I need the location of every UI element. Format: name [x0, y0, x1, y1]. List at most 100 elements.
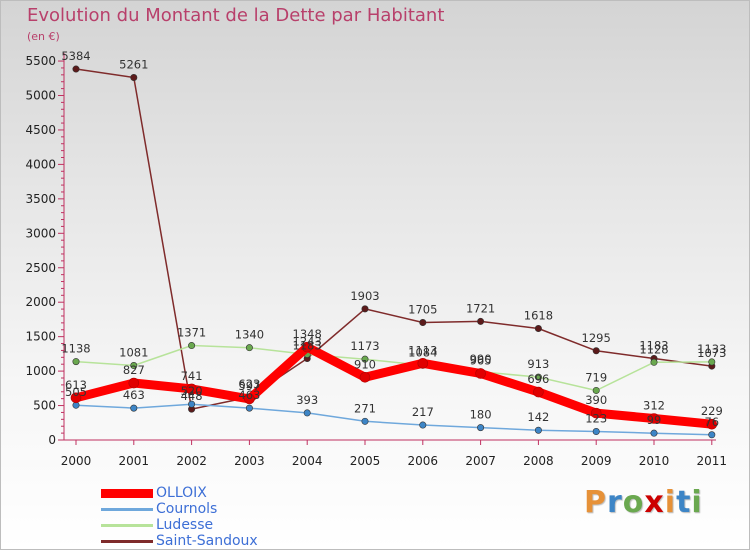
data-point-olloix: [590, 407, 602, 419]
data-point-cournols: [477, 424, 485, 432]
data-point-cournols: [650, 429, 658, 437]
data-point-olloix: [648, 413, 660, 424]
data-label-cournols: 76: [704, 415, 719, 429]
series-line-saint-sandoux: [75, 68, 713, 410]
x-tick-label: 2004: [292, 454, 323, 468]
data-label-saint-sandoux: 1903: [350, 289, 379, 303]
data-label-olloix: 597: [238, 379, 260, 393]
logo-letter: o: [622, 485, 645, 520]
series-line-ludesse: [75, 344, 713, 392]
x-tick-label: 2003: [234, 454, 265, 468]
logo-letter: i: [691, 485, 703, 520]
data-label-cournols: 142: [527, 410, 549, 424]
data-label-saint-sandoux: 1721: [466, 301, 495, 315]
data-point-cournols: [130, 404, 138, 412]
chart-legend: OLLOIX Cournols Ludesse Saint-Sandoux: [101, 485, 341, 549]
data-point-olloix: [301, 341, 313, 353]
series-line-olloix: [71, 342, 717, 429]
data-label-ludesse: 719: [585, 370, 607, 384]
data-point-saint-sandoux: [477, 317, 485, 325]
data-label-cournols: 463: [123, 388, 145, 402]
data-label-saint-sandoux: 1183: [639, 338, 668, 352]
data-point-saint-sandoux: [72, 65, 80, 73]
x-tick-label: 2005: [350, 454, 381, 468]
y-tick-label: 2500: [25, 261, 56, 275]
data-point-cournols: [592, 428, 600, 436]
data-point-ludesse: [130, 362, 138, 370]
data-point-saint-sandoux: [361, 305, 369, 313]
y-tick-label: 1000: [25, 364, 56, 378]
chart-title: Evolution du Montant de la Dette par Hab…: [27, 5, 445, 26]
data-point-ludesse: [592, 386, 600, 394]
data-label-ludesse: 913: [527, 357, 549, 371]
data-point-saint-sandoux: [592, 347, 600, 355]
data-point-olloix: [186, 383, 197, 395]
data-label-cournols: 463: [238, 388, 260, 402]
data-label-olloix: 312: [643, 399, 665, 413]
legend-item-olloix: OLLOIX: [101, 485, 341, 501]
legend-label: Cournols: [156, 501, 218, 517]
y-tick-label: 1500: [25, 330, 56, 344]
y-tick-label: 3000: [25, 226, 56, 240]
legend-item-saint-sandoux: Saint-Sandoux: [101, 533, 341, 549]
data-label-ludesse: 1173: [350, 339, 379, 353]
y-tick-label: 5500: [25, 54, 56, 68]
data-label-ludesse: 1371: [177, 326, 206, 340]
data-point-cournols: [419, 421, 427, 429]
data-point-cournols: [188, 400, 196, 408]
legend-swatch: [101, 524, 153, 527]
data-point-cournols: [303, 409, 311, 417]
data-label-cournols: 99: [647, 413, 662, 427]
data-label-olloix: 696: [527, 372, 549, 386]
data-point-ludesse: [708, 358, 716, 366]
data-point-olloix: [475, 368, 486, 379]
data-label-saint-sandoux: 1183: [293, 338, 322, 352]
data-point-ludesse: [650, 358, 658, 366]
y-tick-label: 5000: [25, 89, 56, 103]
data-point-cournols: [708, 431, 716, 439]
y-tick-label: 2000: [25, 295, 56, 309]
data-point-saint-sandoux: [534, 325, 542, 333]
data-label-olloix: 613: [65, 378, 87, 392]
data-label-saint-sandoux: 1705: [408, 303, 437, 317]
legend-swatch: [101, 508, 153, 511]
legend-label: Ludesse: [156, 517, 214, 533]
data-label-saint-sandoux: 1618: [524, 309, 553, 323]
logo-letter: P: [584, 485, 607, 520]
x-tick-label: 2011: [697, 454, 728, 468]
data-point-olloix: [359, 372, 371, 383]
data-point-olloix: [417, 358, 429, 369]
data-label-cournols: 271: [354, 401, 376, 415]
data-label-olloix: 741: [181, 369, 203, 383]
logo-letter: x: [644, 485, 665, 520]
legend-swatch: [101, 489, 153, 498]
y-tick-label: 500: [33, 399, 56, 413]
legend-item-ludesse: Ludesse: [101, 517, 341, 533]
data-label-saint-sandoux: 623: [238, 377, 260, 391]
x-tick-label: 2007: [465, 454, 496, 468]
data-label-saint-sandoux: 448: [181, 389, 203, 403]
logo-letter: r: [607, 485, 623, 520]
series-line-cournols: [75, 403, 713, 436]
data-label-ludesse: 1243: [293, 334, 322, 348]
data-point-cournols: [534, 426, 542, 434]
y-tick-label: 4000: [25, 157, 56, 171]
data-point-olloix: [706, 418, 718, 430]
data-label-cournols: 505: [65, 385, 87, 399]
x-tick-label: 2008: [523, 454, 554, 468]
data-label-ludesse: 1128: [639, 342, 668, 356]
data-label-olloix: 827: [123, 363, 145, 377]
data-label-ludesse: 1081: [119, 346, 148, 360]
data-label-ludesse: 1084: [408, 345, 437, 359]
data-label-olloix: 965: [470, 354, 492, 368]
data-label-ludesse: 1340: [235, 328, 264, 342]
y-tick-label: 0: [48, 433, 56, 447]
data-label-olloix: 1113: [408, 343, 437, 357]
data-point-olloix: [244, 393, 255, 405]
data-label-saint-sandoux: 5261: [119, 58, 148, 72]
legend-item-cournols: Cournols: [101, 501, 341, 517]
data-point-ludesse: [72, 358, 80, 366]
logo-letter: t: [676, 485, 692, 520]
